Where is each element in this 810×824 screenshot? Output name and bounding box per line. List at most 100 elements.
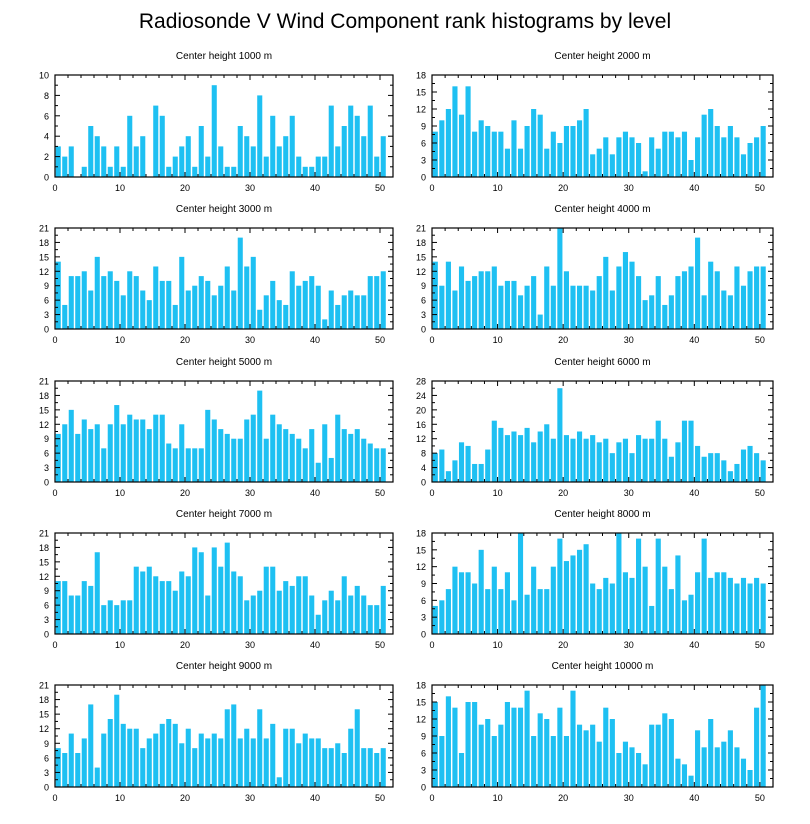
histogram-bar	[270, 115, 276, 177]
histogram-bar	[445, 109, 451, 177]
histogram-bar	[75, 595, 81, 634]
histogram-bar	[576, 549, 583, 634]
histogram-bar	[263, 566, 269, 634]
histogram-bar	[309, 166, 315, 177]
histogram-bar	[576, 431, 583, 482]
histogram-bar	[211, 547, 217, 634]
histogram-bar	[590, 290, 596, 329]
y-tick-label: 3	[44, 615, 49, 625]
histogram-bar	[185, 136, 191, 177]
histogram-bar	[439, 736, 445, 787]
histogram-bar	[367, 105, 373, 177]
histogram-bar	[172, 590, 178, 634]
histogram-bar	[354, 115, 360, 177]
histogram-bar	[166, 581, 172, 634]
histogram-bar	[231, 166, 237, 177]
histogram-bar	[341, 576, 347, 634]
y-tick-label: 20	[416, 405, 426, 415]
histogram-bar	[701, 747, 707, 787]
histogram-bar	[609, 453, 615, 482]
histogram-bar	[172, 156, 178, 177]
histogram-bar	[550, 285, 556, 329]
histogram-bar	[322, 748, 328, 787]
histogram-bar	[133, 566, 139, 634]
histogram-bar	[62, 156, 68, 177]
histogram-bar	[263, 295, 269, 329]
histogram-bar	[603, 256, 609, 329]
histogram-bar	[250, 738, 256, 787]
histogram-bar	[289, 728, 295, 787]
histogram-bar	[504, 572, 510, 634]
histogram-bar	[361, 295, 367, 329]
histogram-bar	[341, 295, 347, 329]
histogram-bar	[760, 685, 766, 787]
histogram-bar	[367, 276, 373, 329]
histogram-bar	[675, 137, 681, 177]
histogram-bar	[133, 276, 139, 329]
x-tick-label: 30	[245, 335, 255, 345]
histogram-bar	[94, 424, 100, 482]
histogram-bar	[205, 738, 211, 787]
histogram-bar	[498, 131, 504, 177]
histogram-bar	[616, 753, 622, 787]
histogram-bar	[107, 719, 113, 787]
y-tick-label: 3	[44, 768, 49, 778]
histogram-bar	[544, 589, 550, 634]
histogram-bar	[361, 748, 367, 787]
histogram-bar	[146, 429, 152, 482]
histogram-bar	[198, 276, 204, 329]
histogram-bar	[563, 561, 569, 634]
histogram-bar	[231, 704, 237, 787]
histogram-bar	[596, 148, 602, 177]
histogram-bar	[583, 544, 589, 634]
y-tick-label: 3	[421, 156, 426, 166]
histogram-bar	[557, 388, 563, 482]
histogram-bar	[734, 583, 740, 634]
histogram-bar	[237, 126, 243, 177]
histogram-bar	[140, 419, 146, 482]
y-tick-label: 6	[44, 753, 49, 763]
x-tick-label: 20	[558, 183, 568, 193]
histogram-bar	[198, 126, 204, 177]
histogram-bar	[283, 429, 289, 482]
histogram-bar	[302, 576, 308, 634]
histogram-bar	[708, 109, 714, 177]
histogram-bar	[432, 261, 438, 329]
histogram-bar	[524, 126, 530, 177]
histogram-bar	[270, 566, 276, 634]
histogram-bar	[120, 600, 126, 634]
x-tick-label: 10	[493, 793, 503, 803]
histogram-bar	[276, 777, 282, 787]
y-tick-label: 10	[39, 71, 49, 81]
chart-panel: Center height 8000 m 0 3 6 9 12 15 18 0 10 20 30 40 5…	[416, 509, 774, 650]
histogram-bar	[740, 577, 747, 634]
histogram-bar	[315, 285, 321, 329]
histogram-bar	[576, 120, 583, 177]
histogram-bar	[263, 438, 269, 482]
histogram-bar	[75, 433, 81, 482]
histogram-bar	[695, 730, 701, 787]
histogram-bar	[465, 86, 471, 177]
histogram-bar	[198, 552, 204, 634]
y-tick-label: 3	[44, 310, 49, 320]
histogram-bar	[458, 266, 465, 329]
histogram-bar	[596, 589, 602, 634]
x-tick-label: 20	[558, 488, 568, 498]
histogram-bar	[296, 156, 302, 177]
x-tick-label: 50	[375, 183, 385, 193]
histogram-bar	[754, 266, 760, 329]
histogram-bar	[563, 435, 569, 482]
histogram-bar	[166, 719, 172, 787]
histogram-bar	[524, 427, 530, 482]
x-tick-label: 30	[624, 183, 634, 193]
histogram-bar	[354, 709, 360, 787]
histogram-bar	[458, 114, 465, 177]
histogram-bar	[747, 143, 753, 177]
y-tick-label: 6	[44, 296, 49, 306]
histogram-bar	[237, 237, 243, 329]
x-tick-label: 50	[755, 488, 765, 498]
y-tick-label: 0	[421, 173, 426, 183]
x-tick-label: 50	[755, 640, 765, 650]
histogram-bar	[140, 290, 146, 329]
histogram-bar	[159, 280, 165, 329]
